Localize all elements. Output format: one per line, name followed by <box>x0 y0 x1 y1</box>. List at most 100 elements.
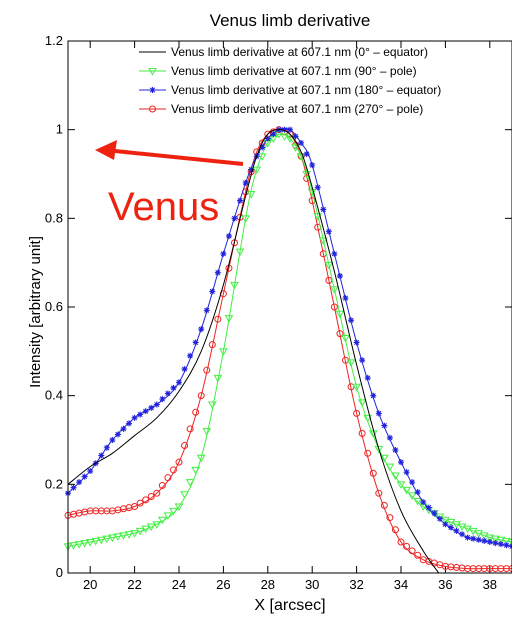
star-marker <box>142 408 149 415</box>
triangle-marker <box>318 237 328 245</box>
y-tick-label: 1 <box>56 122 63 137</box>
triangle-marker <box>280 133 289 141</box>
star-marker <box>176 379 182 386</box>
y-tick-label: 0.6 <box>45 299 63 314</box>
star-marker <box>264 135 271 142</box>
triangle-marker <box>352 383 361 392</box>
star-marker <box>398 459 404 466</box>
triangle-marker <box>130 530 139 538</box>
triangle-marker <box>108 534 117 543</box>
triangle-marker <box>235 248 245 257</box>
circle-marker <box>358 429 366 437</box>
circle-marker <box>414 551 422 559</box>
x-tick-label: 20 <box>83 577 97 592</box>
star-marker <box>231 215 238 222</box>
star-marker <box>170 384 177 391</box>
star-marker <box>237 197 244 204</box>
star-marker <box>70 484 77 491</box>
triangle-marker <box>502 537 511 546</box>
circle-marker <box>375 489 383 497</box>
star-marker <box>103 444 110 451</box>
star-marker <box>287 126 293 133</box>
star-marker <box>336 272 343 279</box>
star-marker <box>364 374 371 381</box>
triangle-marker <box>446 519 456 527</box>
circle-marker <box>364 449 372 457</box>
star-marker <box>153 401 160 408</box>
triangle-marker <box>124 531 134 539</box>
legend-label: Venus limb derivative at 607.1 nm (180° … <box>171 83 441 97</box>
triangle-marker <box>507 538 512 547</box>
star-marker <box>436 515 443 522</box>
triangle-marker <box>407 492 417 500</box>
x-axis-label: X [arcsec] <box>254 597 325 614</box>
circle-marker <box>391 526 399 534</box>
triangle-marker <box>379 454 389 463</box>
circle-marker <box>203 366 211 374</box>
circle-marker <box>369 469 377 477</box>
chart-title: Venus limb derivative <box>210 11 371 30</box>
star-marker <box>470 535 477 542</box>
triangle-marker <box>163 512 173 520</box>
triangle-marker <box>135 527 145 536</box>
triangle-marker <box>485 534 495 543</box>
circle-marker <box>181 442 189 450</box>
star-marker <box>159 395 166 402</box>
star-marker <box>164 390 171 397</box>
star-marker <box>270 131 277 138</box>
star-marker <box>464 534 471 541</box>
star-marker <box>248 166 255 173</box>
star-marker <box>353 339 360 346</box>
star-marker <box>370 392 377 399</box>
star-marker <box>325 228 332 235</box>
circle-marker <box>325 276 333 284</box>
venus-annotation: Venus <box>95 140 244 229</box>
star-marker <box>359 357 366 364</box>
star-marker <box>314 184 321 191</box>
star-marker <box>392 446 399 453</box>
triangle-marker <box>113 533 123 541</box>
star-marker <box>409 479 416 486</box>
star-marker <box>403 469 410 476</box>
triangle-marker <box>496 536 506 545</box>
triangle-marker <box>148 68 157 76</box>
triangle-marker <box>224 315 234 323</box>
triangle-marker <box>157 516 167 525</box>
annotation-arrowhead <box>95 140 117 160</box>
star-marker <box>497 541 504 548</box>
triangle-marker <box>102 535 112 544</box>
series-0 <box>67 129 440 574</box>
y-tick-label: 0.2 <box>45 476 63 491</box>
star-marker <box>198 326 205 333</box>
circle-marker <box>136 499 144 507</box>
star-marker <box>381 422 388 429</box>
star-marker <box>76 479 83 486</box>
y-tick-label: 0.8 <box>45 210 63 225</box>
triangle-marker <box>219 348 228 356</box>
triangle-marker <box>191 466 201 475</box>
star-marker <box>259 144 266 151</box>
circle-marker <box>142 496 150 504</box>
triangle-marker <box>413 497 423 506</box>
star-marker <box>220 250 227 257</box>
circle-marker <box>330 303 338 311</box>
star-marker <box>298 139 305 146</box>
triangle-marker <box>180 491 189 499</box>
circle-marker <box>214 315 222 323</box>
star-marker <box>137 411 144 418</box>
star-marker <box>331 250 338 257</box>
series-line <box>67 129 440 574</box>
triangle-marker <box>196 454 206 463</box>
triangle-marker <box>230 281 239 290</box>
star-marker <box>149 87 156 93</box>
star-marker <box>375 410 382 417</box>
star-marker <box>481 537 488 544</box>
legend-label: Venus limb derivative at 607.1 nm (90° –… <box>171 64 417 78</box>
circle-marker <box>197 392 205 400</box>
triangle-marker <box>80 540 90 548</box>
y-tick-label: 0.4 <box>45 388 63 403</box>
circle-marker <box>353 409 361 417</box>
triangle-marker <box>457 523 467 531</box>
y-axis-label: Intensity [arbitrary unit] <box>27 236 44 388</box>
